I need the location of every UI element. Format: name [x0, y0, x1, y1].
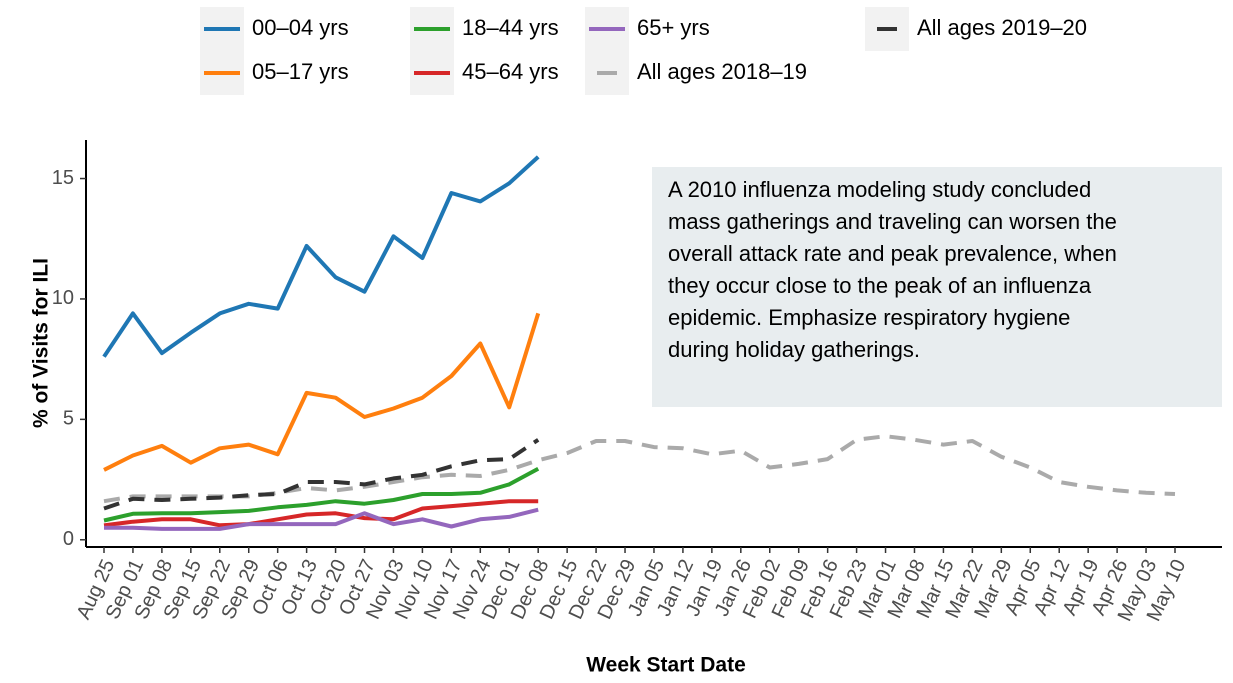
- annotation-text: during holiday gatherings.: [668, 337, 920, 362]
- y-tick-label: 0: [63, 528, 74, 550]
- annotation-text: they occur close to the peak of an influ…: [668, 273, 1092, 298]
- series-line: [102, 155, 540, 358]
- series-line: [103, 312, 541, 472]
- series-line: [104, 507, 539, 531]
- y-axis-title: % of Visits for ILI: [30, 258, 53, 428]
- x-axis-title: Week Start Date: [586, 654, 746, 677]
- annotation-text: mass gatherings and traveling can worsen…: [668, 209, 1117, 234]
- annotation-text: A 2010 influenza modeling study conclude…: [668, 177, 1091, 202]
- series-line: [103, 438, 540, 511]
- legend-label: 45–64 yrs: [462, 59, 559, 84]
- series-line: [103, 434, 1176, 504]
- y-tick-label: 5: [63, 408, 74, 430]
- annotation-text: epidemic. Emphasize respiratory hygiene: [668, 305, 1070, 330]
- legend-label: 00–04 yrs: [252, 15, 349, 40]
- series-line: [103, 466, 540, 523]
- y-tick-label: 10: [52, 287, 74, 309]
- series-line: [103, 499, 539, 528]
- legend-label: 05–17 yrs: [252, 59, 349, 84]
- annotation-text: overall attack rate and peak prevalence,…: [668, 241, 1117, 266]
- legend-label: All ages 2018–19: [637, 59, 807, 84]
- y-tick-label: 15: [52, 167, 74, 189]
- legend-label: All ages 2019–20: [917, 15, 1087, 40]
- legend-label: 65+ yrs: [637, 15, 710, 40]
- annotation-box: [652, 167, 1222, 407]
- legend-label: 18–44 yrs: [462, 15, 559, 40]
